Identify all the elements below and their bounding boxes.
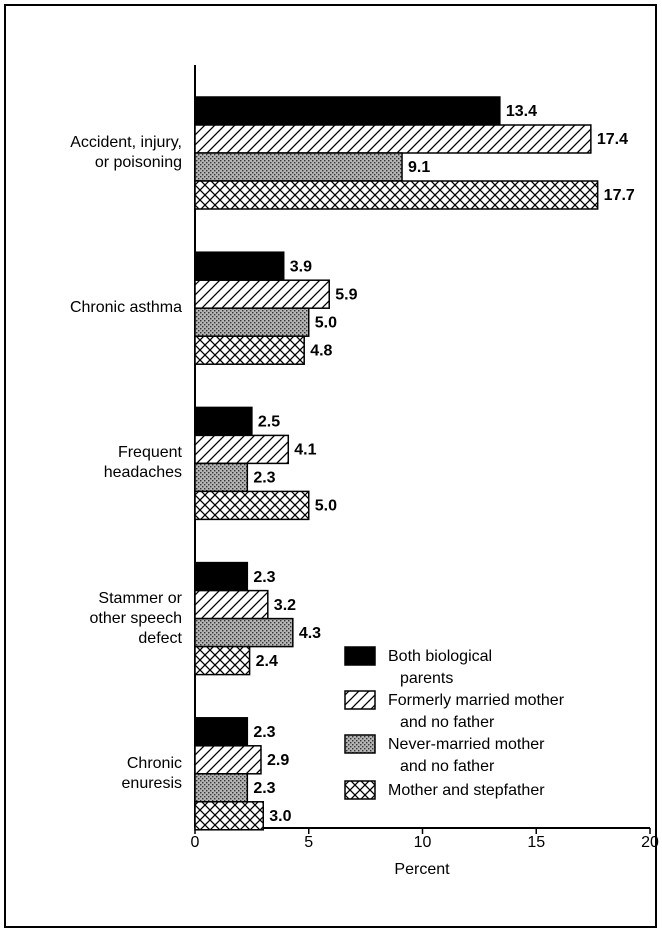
bar xyxy=(194,96,501,126)
bar xyxy=(194,180,599,210)
x-tick-label: 5 xyxy=(304,834,313,851)
value-label: 5.0 xyxy=(315,498,337,515)
value-label: 3.9 xyxy=(290,258,312,275)
bar xyxy=(194,617,294,648)
bar xyxy=(194,745,262,775)
value-label: 5.0 xyxy=(315,314,337,331)
bar xyxy=(194,801,264,831)
frame xyxy=(4,4,657,928)
value-label: 2.5 xyxy=(258,414,280,431)
legend-label: Both biological parents xyxy=(388,648,493,687)
legend-label: Mother and stepfather xyxy=(388,782,545,799)
bar xyxy=(194,251,285,281)
legend-label: Formerly married mother and no father xyxy=(388,692,565,731)
value-label: 13.4 xyxy=(506,103,537,120)
x-tick-label: 15 xyxy=(527,834,545,851)
x-axis-label: Percent xyxy=(394,861,450,878)
value-label: 17.7 xyxy=(604,187,635,204)
legend-label: Never-married mother and no father xyxy=(388,736,545,775)
bar xyxy=(194,490,310,521)
bar xyxy=(194,589,269,620)
bar xyxy=(194,434,290,465)
value-label: 4.1 xyxy=(294,442,316,459)
bar xyxy=(194,124,592,154)
legend-swatch xyxy=(344,734,376,754)
value-label: 3.0 xyxy=(269,808,291,825)
bar xyxy=(194,645,251,676)
x-tick-label: 0 xyxy=(191,834,200,851)
bar xyxy=(194,717,249,747)
bar xyxy=(194,773,249,803)
value-label: 2.3 xyxy=(253,780,275,797)
value-label: 4.3 xyxy=(299,625,321,642)
value-label: 2.3 xyxy=(253,569,275,586)
value-label: 2.3 xyxy=(253,724,275,741)
value-label: 9.1 xyxy=(408,159,430,176)
value-label: 17.4 xyxy=(597,131,628,148)
value-label: 3.2 xyxy=(274,597,296,614)
legend-swatch xyxy=(344,690,376,710)
x-tick-label: 10 xyxy=(414,834,432,851)
value-label: 2.9 xyxy=(267,752,289,769)
bar xyxy=(194,307,310,337)
category-label: Accident, injury, or poisoning xyxy=(70,134,182,171)
value-label: 2.4 xyxy=(256,653,278,670)
bar xyxy=(194,406,253,437)
value-label: 4.8 xyxy=(310,342,332,359)
legend-swatch xyxy=(344,646,376,666)
category-label: Stammer or other speech defect xyxy=(89,589,182,647)
legend-swatch xyxy=(344,780,376,800)
bar xyxy=(194,561,249,592)
bar xyxy=(194,279,330,309)
category-label: Frequent headaches xyxy=(103,444,182,482)
bar xyxy=(194,335,305,365)
value-label: 2.3 xyxy=(253,470,275,487)
bar xyxy=(194,462,249,493)
category-label: Chronic enuresis xyxy=(121,754,182,792)
bar xyxy=(194,152,403,182)
x-tick-label: 20 xyxy=(641,834,659,851)
category-label: Chronic asthma xyxy=(69,299,182,317)
value-label: 5.9 xyxy=(335,286,357,303)
